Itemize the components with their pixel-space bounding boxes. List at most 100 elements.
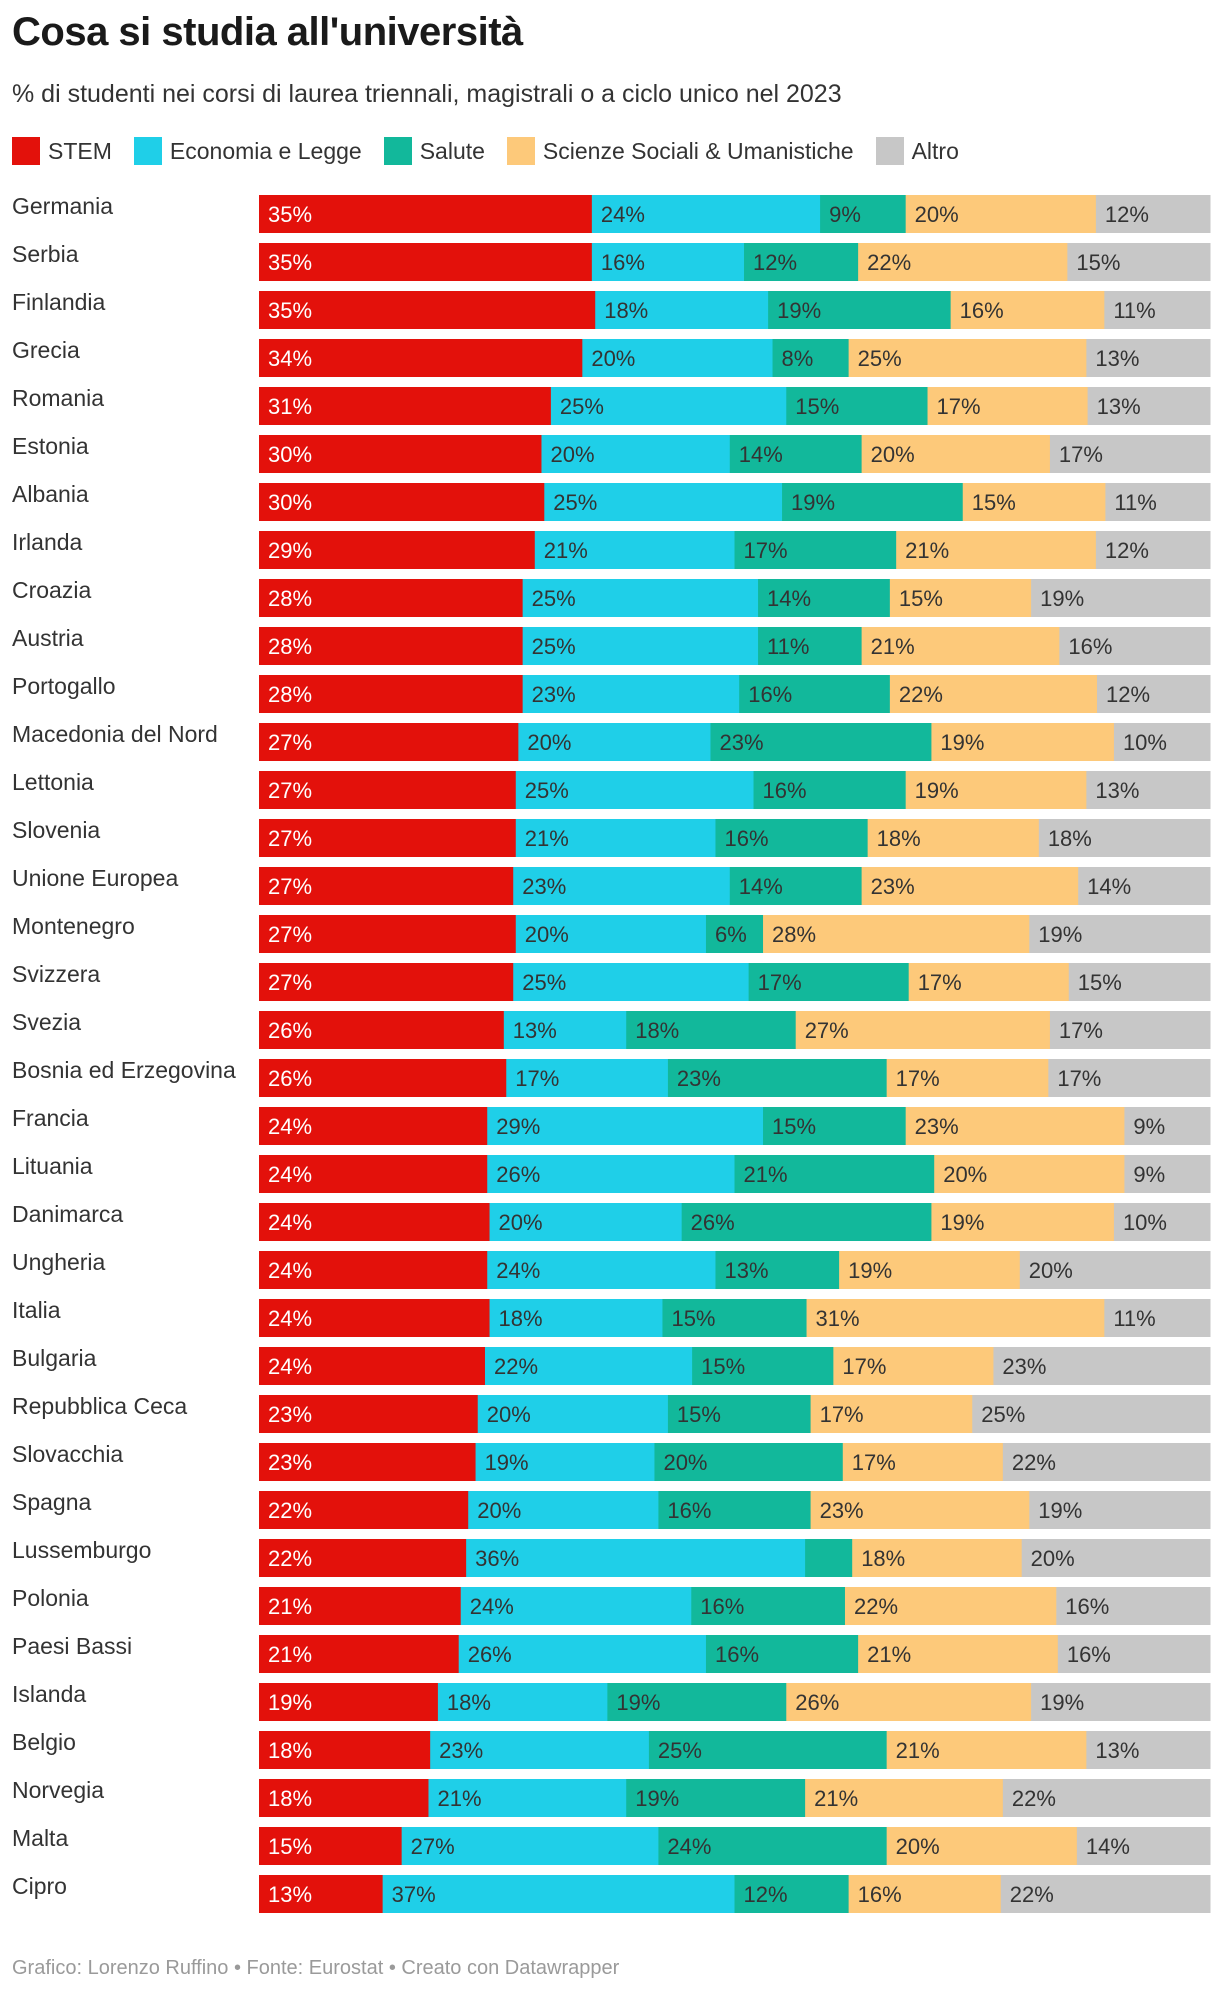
data-label: 28% [772, 922, 816, 947]
bar-row-malta: Malta 15% 27% 24% 20% 14% [12, 1825, 1211, 1865]
bar-segment-economia-e-legge [506, 1059, 669, 1097]
data-label: 36% [475, 1546, 519, 1571]
data-label: 26% [268, 1066, 312, 1091]
data-label: 34% [268, 346, 312, 371]
bar-row-lussemburgo: Lussemburgo 22% 36% 18% 20% [12, 1537, 1211, 1577]
bar-segment-altro [1029, 1491, 1211, 1529]
data-label: 21% [544, 538, 588, 563]
bar-segment-economia-e-legge [591, 243, 745, 281]
data-label: 27% [805, 1018, 849, 1043]
bar-segment-stem [259, 1395, 479, 1433]
data-label: 22% [1012, 1450, 1056, 1475]
bar-segment-stem [259, 1539, 467, 1577]
legend-label-economia-legge: Economia e Legge [169, 137, 362, 164]
bar-segment-altro [1113, 723, 1211, 761]
data-label: 21% [867, 1642, 911, 1667]
data-label: 14% [767, 586, 811, 611]
data-label: 24% [268, 1354, 312, 1379]
data-label: 29% [496, 1114, 540, 1139]
bar-row-paesi-bassi: Paesi Bassi 21% 26% 16% 21% 16% [12, 1633, 1211, 1673]
data-label: 24% [268, 1114, 312, 1139]
bar-segment-economia-e-legge [484, 1347, 693, 1385]
bar-segment-salute [758, 579, 891, 617]
bar-segment-economia-e-legge [487, 1155, 735, 1193]
bar-segment-economia-e-legge [591, 195, 821, 233]
bar-segment-altro [1029, 915, 1211, 953]
data-label: 19% [1038, 1498, 1082, 1523]
category-label: Danimarca [12, 1201, 123, 1227]
data-label: 15% [772, 1114, 816, 1139]
data-label: 18% [861, 1546, 905, 1571]
data-label: 18% [447, 1690, 491, 1715]
data-label: 20% [915, 202, 959, 227]
bar-segment-salute [705, 915, 764, 953]
bar-segment-scienze-sociali-umanistiche [848, 339, 1087, 377]
data-label: 12% [1105, 202, 1149, 227]
legend-item-stem: STEM [12, 137, 112, 165]
data-label: 25% [553, 490, 597, 515]
bar-segment-salute [681, 1203, 932, 1241]
bar-segment-salute [805, 1539, 853, 1577]
category-label: Francia [12, 1105, 89, 1131]
bar-segment-altro [1059, 627, 1211, 665]
bar-segment-stem [259, 531, 536, 569]
bar-segment-altro [1104, 1299, 1211, 1337]
data-label: 27% [268, 730, 312, 755]
data-label: 16% [601, 250, 645, 275]
bar-segment-scienze-sociali-umanistiche [833, 1347, 994, 1385]
category-label: Grecia [12, 337, 80, 363]
bar-segment-salute [786, 387, 929, 425]
bar-segment-salute [691, 1587, 846, 1625]
bar-row-svezia: Svezia 26% 13% 18% 27% 17% [12, 1009, 1211, 1049]
bar-segment-economia-e-legge [430, 1731, 650, 1769]
legend-swatch-scienze-sociali [506, 137, 535, 165]
data-label: 25% [525, 778, 569, 803]
bar-segment-salute [734, 1875, 850, 1913]
bar-row-lituania: Lituania 24% 26% 21% 20% 9% [12, 1153, 1211, 1193]
bar-segment-stem [259, 867, 514, 905]
data-label: 15% [268, 1834, 312, 1859]
data-label: 24% [268, 1258, 312, 1283]
data-label: 9% [1133, 1114, 1165, 1139]
data-label: 25% [522, 970, 566, 995]
data-label: 19% [791, 490, 835, 515]
data-label: 6% [715, 922, 747, 947]
category-label: Irlanda [12, 529, 83, 555]
data-label: 20% [525, 922, 569, 947]
data-label: 27% [268, 778, 312, 803]
data-label: 12% [1105, 538, 1149, 563]
bar-segment-scienze-sociali-umanistiche [858, 1635, 1059, 1673]
category-label: Germania [12, 193, 113, 219]
category-label: Montenegro [12, 913, 135, 939]
bar-row-finlandia: Finlandia 35% 18% 19% 16% 11% [12, 289, 1211, 329]
bar-segment-altro [972, 1395, 1211, 1433]
bar-row-repubblica-ceca: Repubblica Ceca 23% 20% 15% 17% 25% [12, 1393, 1211, 1433]
category-label: Spagna [12, 1489, 92, 1515]
bar-row-belgio: Belgio 18% 23% 25% 21% 13% [12, 1729, 1211, 1769]
data-label: 17% [1059, 1018, 1103, 1043]
legend-label-altro: Altro [911, 137, 959, 164]
category-label: Malta [12, 1825, 68, 1851]
data-label: 20% [663, 1450, 707, 1475]
data-label: 12% [744, 1882, 788, 1907]
bar-row-spagna: Spagna 22% 20% 16% 23% 19% [12, 1489, 1211, 1529]
data-label: 18% [1048, 826, 1092, 851]
legend-swatch-salute [383, 137, 412, 165]
data-label: 19% [485, 1450, 529, 1475]
chart-title: Cosa si studia all'università [12, 10, 523, 54]
bar-segment-scienze-sociali-umanistiche [889, 579, 1032, 617]
data-label: 37% [392, 1882, 436, 1907]
data-label: 28% [268, 634, 312, 659]
category-label: Bosnia ed Erzegovina [12, 1057, 236, 1083]
legend-item-altro: Altro [875, 137, 959, 165]
data-label: 9% [829, 202, 861, 227]
bar-segment-salute [739, 675, 891, 713]
data-label: 27% [268, 970, 312, 995]
data-label: 16% [748, 682, 792, 707]
data-label: 16% [960, 298, 1004, 323]
data-label: 14% [739, 874, 783, 899]
bar-row-macedonia-del-nord: Macedonia del Nord 27% 20% 23% 19% 10% [12, 721, 1211, 761]
bar-segment-stem [259, 1491, 469, 1529]
legend-item-scienze-sociali: Scienze Sociali & Umanistiche [506, 137, 854, 165]
data-label: 27% [268, 874, 312, 899]
